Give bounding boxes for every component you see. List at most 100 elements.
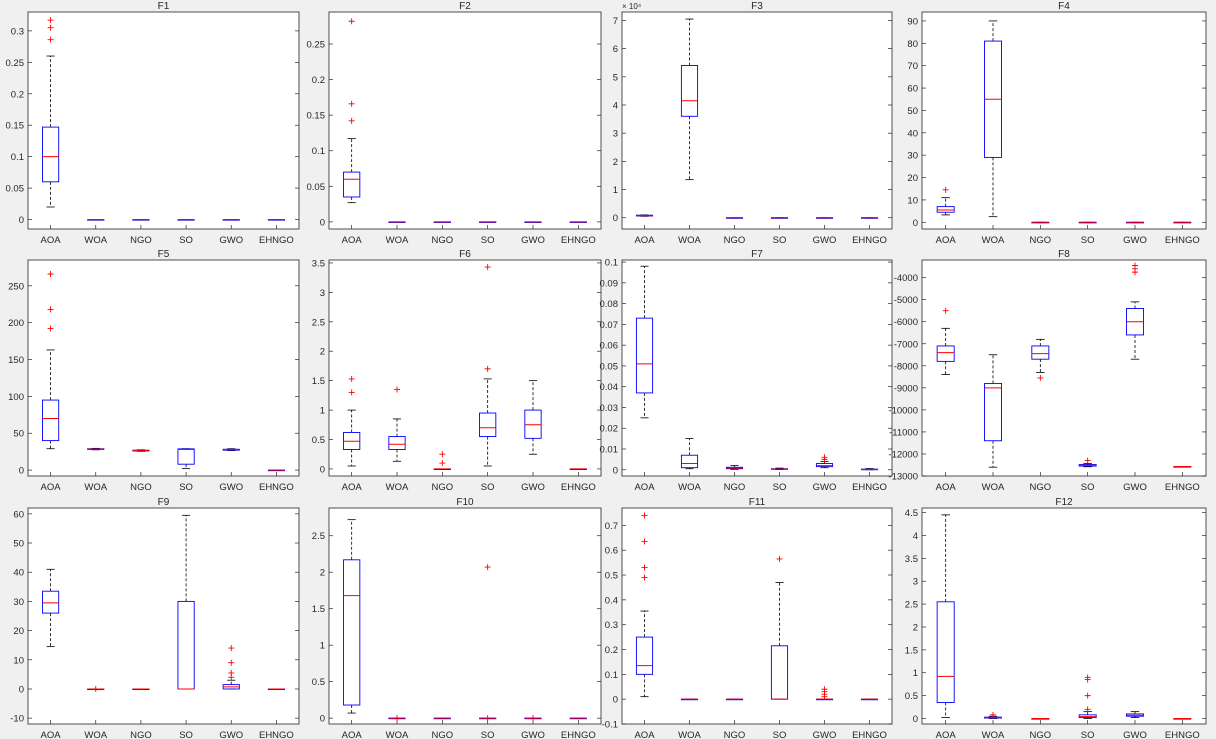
y-tick-label: 0.25 <box>6 58 25 69</box>
box-so <box>177 448 195 470</box>
x-tick-label: SO <box>773 235 787 246</box>
outlier-marker <box>348 375 355 382</box>
outlier-marker <box>641 564 648 571</box>
y-tick-label: 0.06 <box>600 341 619 352</box>
x-tick-label: GWO <box>813 730 837 739</box>
subplot-f4: F4 0 10 20 30 40 50 60 70 80 90 AOA WOA NGO SO GWO EHNGO <box>907 1 1207 246</box>
x-tick-label: EHNGO <box>259 235 294 246</box>
x-tick-label: WOA <box>84 730 107 739</box>
y-tick-label: 3 <box>613 129 618 140</box>
y-tick-label: 0.7 <box>605 521 618 532</box>
box-ngo <box>433 717 451 720</box>
y-tick-label: 0 <box>19 466 24 477</box>
plot-area <box>27 259 300 477</box>
subplot-title: F10 <box>456 497 474 508</box>
box-aoa <box>343 375 361 467</box>
y-tick-label: 0 <box>320 714 325 725</box>
y-tick-label: 3.5 <box>905 554 918 565</box>
x-tick-label: WOA <box>982 482 1005 493</box>
x-tick-label: EHNGO <box>259 482 294 493</box>
box-ngo <box>433 221 451 223</box>
outlier-marker <box>484 715 491 722</box>
y-tick-label: 60 <box>13 509 24 520</box>
y-tick-label: 0.15 <box>6 121 25 132</box>
y-tick-label: 0.5 <box>312 677 325 688</box>
x-tick-label: AOA <box>634 235 655 246</box>
box-so <box>1078 674 1097 719</box>
x-tick-label: EHNGO <box>561 482 596 493</box>
box-so <box>770 555 789 700</box>
outlier-marker <box>484 564 491 571</box>
x-tick-label: AOA <box>41 482 62 493</box>
y-tick-label: 2 <box>320 347 325 358</box>
x-tick-label: AOA <box>41 730 62 739</box>
y-tick-label: 0.01 <box>600 445 619 456</box>
box-gwo <box>524 221 542 223</box>
outlier-marker <box>1084 674 1091 681</box>
x-tick-label: SO <box>773 482 787 493</box>
outlier-marker <box>228 645 235 652</box>
outlier-marker <box>484 365 491 372</box>
box-ngo <box>433 451 451 470</box>
plot-area <box>27 11 300 230</box>
x-tick-label: GWO <box>1123 482 1147 493</box>
y-tick-label: 1 <box>320 641 325 652</box>
y-tick-label: 0 <box>320 464 325 475</box>
x-tick-label: WOA <box>982 235 1005 246</box>
y-tick-label: 0.15 <box>307 111 326 122</box>
y-tick-label: 0.03 <box>600 403 619 414</box>
subplot-title: F7 <box>751 249 763 260</box>
iqr-box <box>42 126 60 183</box>
x-tick-label: AOA <box>342 482 363 493</box>
y-tick-label: 3 <box>913 577 918 588</box>
y-tick-label: 2.5 <box>905 600 918 611</box>
plot-area <box>921 11 1207 230</box>
x-tick-label: NGO <box>724 730 746 739</box>
iqr-box <box>42 399 60 442</box>
box-gwo <box>222 448 240 451</box>
plot-area <box>621 11 893 230</box>
y-tick-label: 150 <box>8 355 24 366</box>
box-woa <box>680 438 699 470</box>
outlier-marker <box>530 715 536 722</box>
x-tick-label: SO <box>481 482 495 493</box>
iqr-box <box>343 559 361 706</box>
x-tick-label: WOA <box>386 235 409 246</box>
y-tick-label: 0 <box>613 213 618 224</box>
box-aoa <box>936 186 955 216</box>
y-tick-label: 20 <box>13 626 24 637</box>
box-ngo <box>725 698 744 701</box>
y-tick-label: 2.5 <box>312 317 325 328</box>
y-tick-label: -5000 <box>894 295 918 306</box>
box-ehngo <box>860 698 879 701</box>
iqr-box <box>680 65 699 117</box>
outlier-marker <box>1084 692 1091 699</box>
box-gwo <box>222 219 240 221</box>
y-tick-label: 6 <box>613 44 618 55</box>
y-tick-label: 0 <box>19 684 24 695</box>
x-tick-label: SO <box>1081 730 1095 739</box>
subplot-title: F1 <box>158 1 170 12</box>
outlier-marker <box>348 100 355 107</box>
iqr-box <box>479 412 497 438</box>
y-tick-label: 0.5 <box>605 571 618 582</box>
y-tick-label: 0 <box>613 465 618 476</box>
y-tick-label: 0.2 <box>11 89 24 100</box>
x-tick-label: NGO <box>1030 482 1052 493</box>
plot-area <box>27 507 300 725</box>
box-ngo <box>132 219 150 221</box>
box-ngo <box>1031 338 1050 381</box>
y-tick-label: 90 <box>907 16 918 27</box>
y-tick-label: -7000 <box>894 339 918 350</box>
outlier-marker <box>942 186 949 193</box>
x-tick-label: NGO <box>130 482 152 493</box>
y-tick-label: -8000 <box>894 361 918 372</box>
x-tick-label: WOA <box>678 482 701 493</box>
x-tick-label: EHNGO <box>259 730 294 739</box>
outlier-marker <box>92 685 99 692</box>
y-tick-label: 0 <box>320 217 325 228</box>
box-so <box>479 221 497 223</box>
x-tick-label: WOA <box>982 730 1005 739</box>
y-tick-label: 40 <box>13 568 24 579</box>
y-tick-label: 0.02 <box>600 424 619 435</box>
